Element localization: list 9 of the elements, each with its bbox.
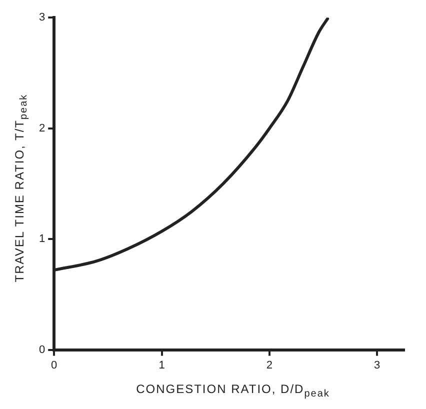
x-tick-label: 1	[158, 359, 165, 372]
y-tick-label: 0	[38, 344, 46, 356]
x-tick-label: 2	[266, 359, 272, 372]
x-tick-label: 0	[51, 359, 58, 372]
y-tick-label: 1	[38, 233, 46, 246]
x-axis-title: CONGESTION RATIO, D/D$_{peak}$	[135, 382, 331, 399]
x-tick-label: 3	[374, 359, 380, 372]
y-tick-label: 3	[38, 12, 46, 24]
y-tick-label: 2	[38, 122, 46, 134]
